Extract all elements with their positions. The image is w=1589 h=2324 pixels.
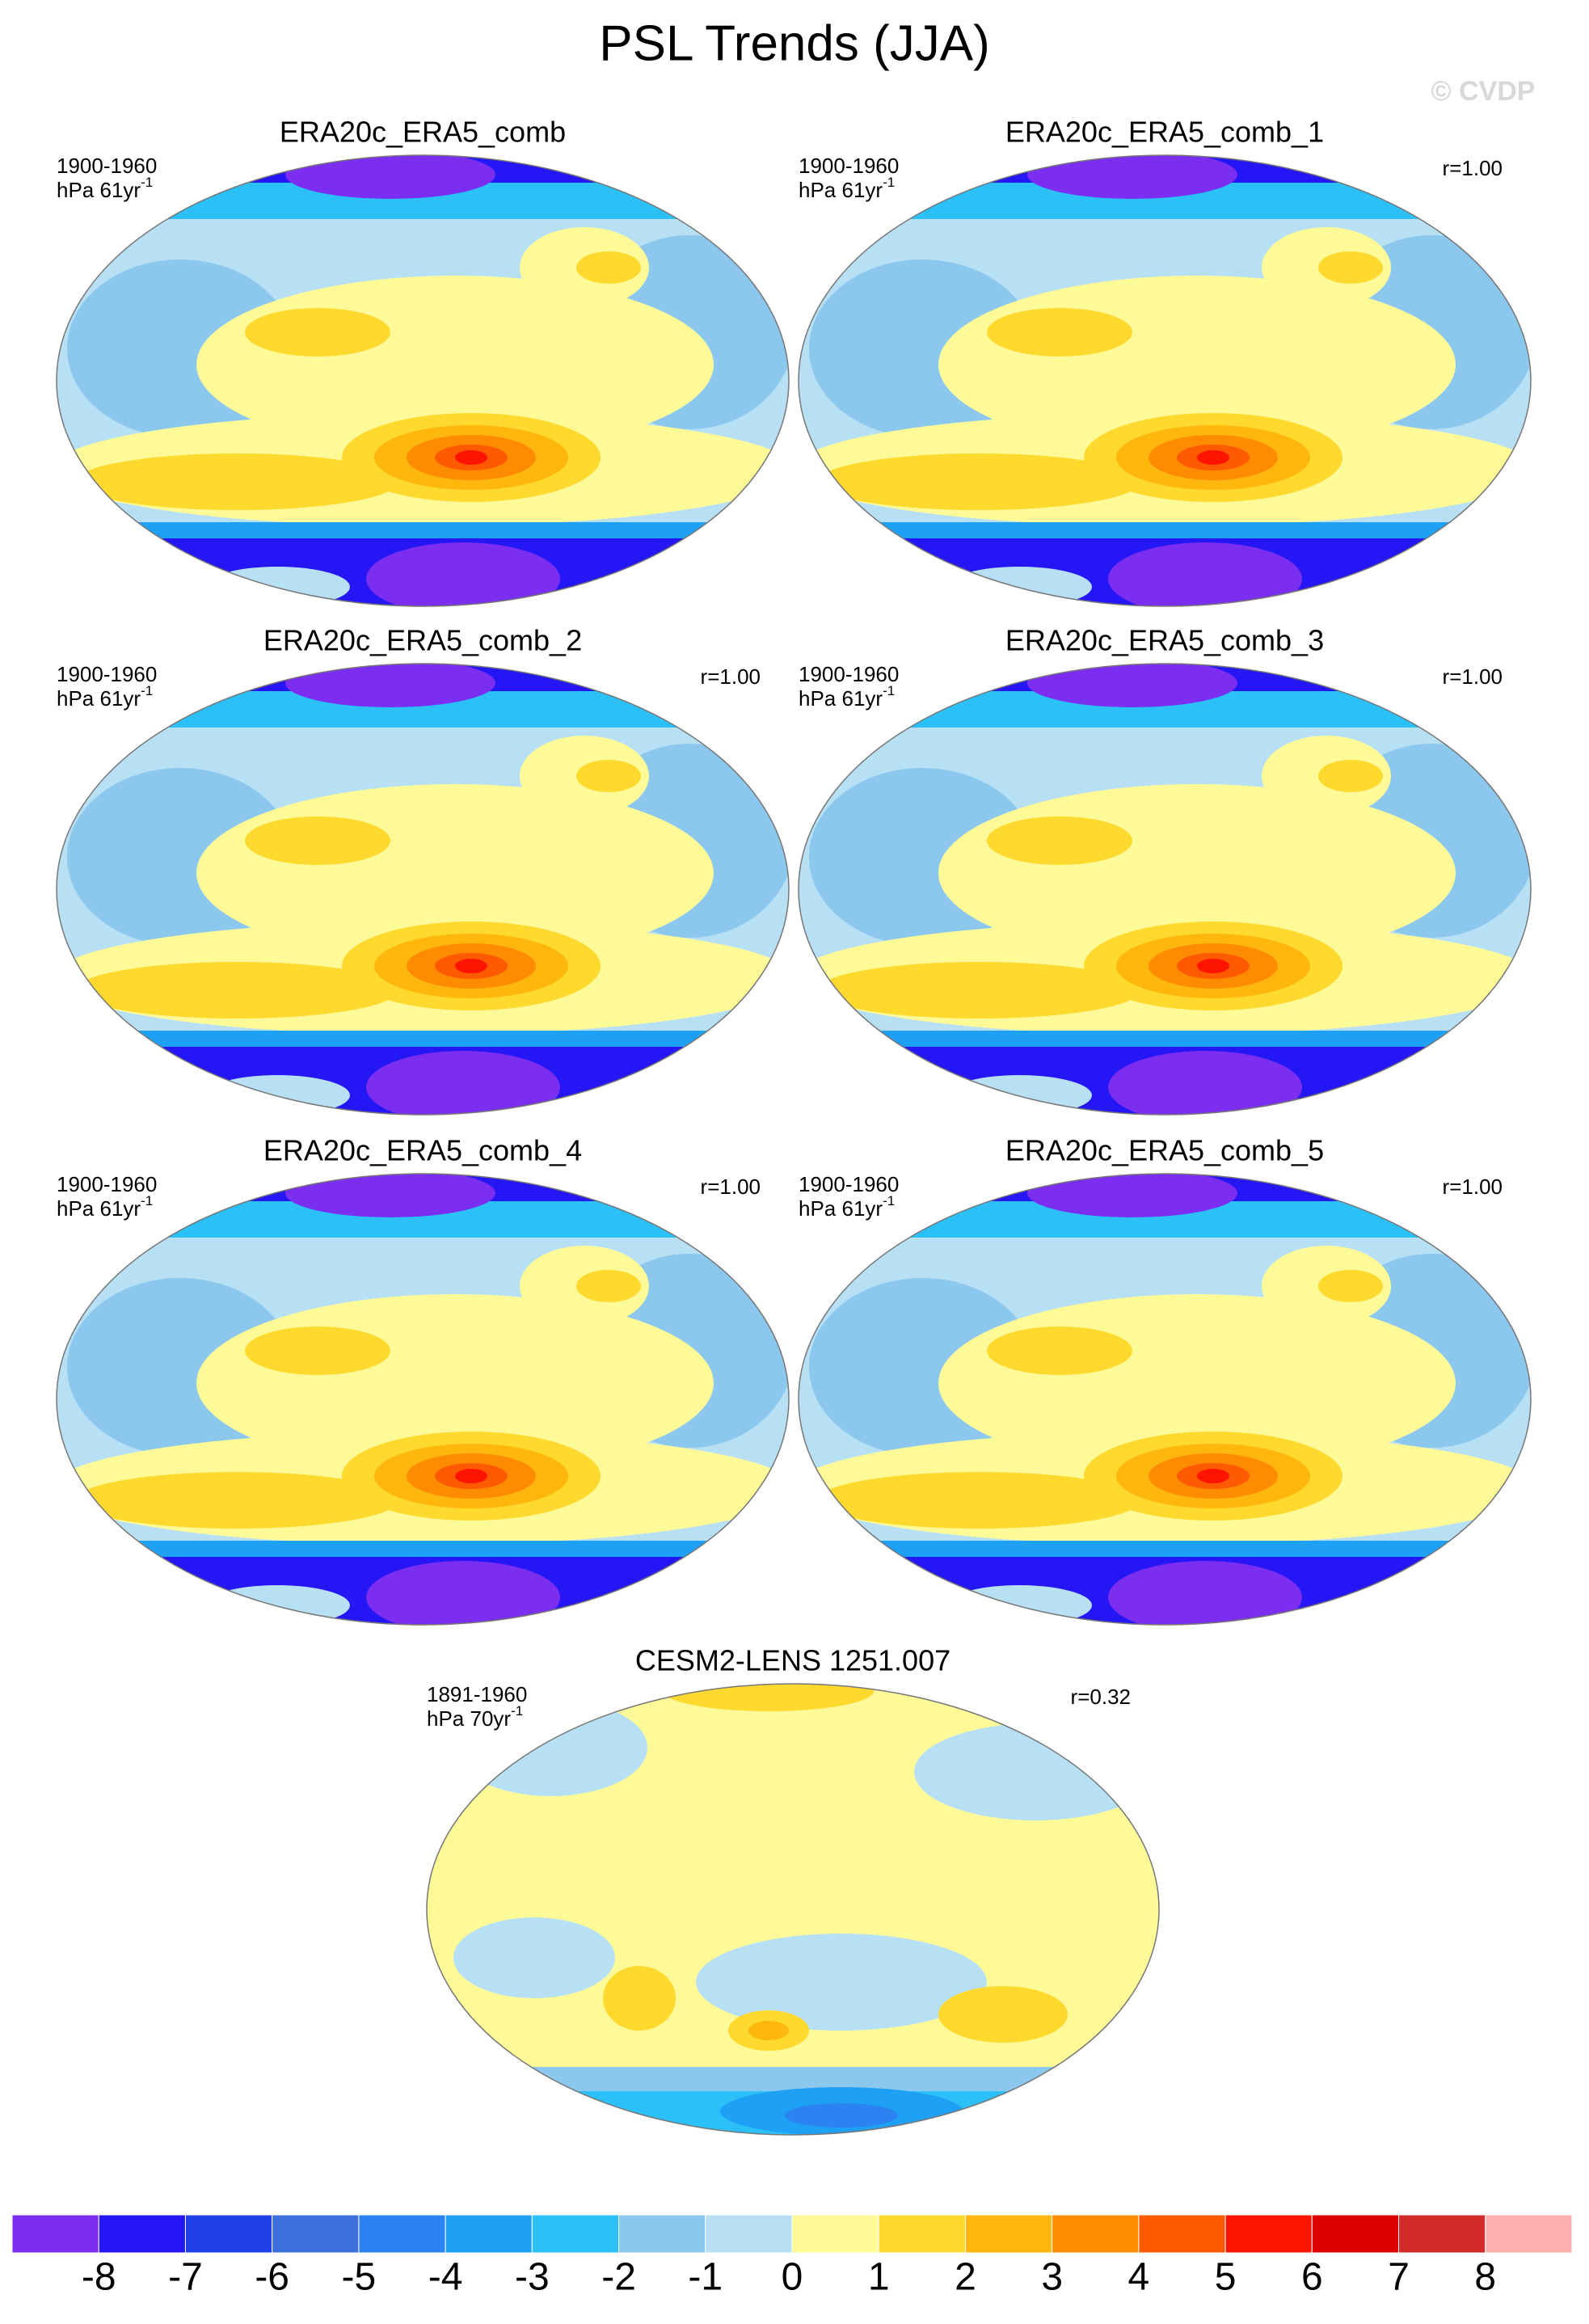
units-text: hPa 61yr [799,178,883,202]
correlation: r=1.00 [1443,1175,1503,1199]
units-exponent: -1 [883,1193,895,1208]
units-exponent: -1 [883,683,895,698]
correlation: r=0.32 [1071,1685,1131,1709]
period: 1900-1960 [57,662,157,686]
colorbar-label: -4 [428,2256,463,2299]
period: 1900-1960 [57,154,157,178]
map-outline [56,154,790,607]
map [51,1165,794,1638]
colorbar-box [705,2214,793,2254]
colorbar-label: 1 [868,2256,890,2299]
map [793,146,1536,619]
units: hPa 61yr-1 [57,175,153,201]
units-exponent: -1 [141,175,153,190]
colorbar-box [878,2214,966,2254]
units: hPa 61yr-1 [799,175,895,201]
units: hPa 61yr-1 [799,683,895,710]
colorbar-label: -8 [82,2256,116,2299]
map-outline [426,1683,1160,2136]
panel-title: ERA20c_ERA5_comb_2 [263,624,582,657]
colorbar-box [1398,2214,1486,2254]
panel-title: ERA20c_ERA5_comb_1 [1005,116,1324,149]
colorbar-box [791,2214,879,2254]
units-text: hPa 61yr [799,686,883,711]
map-outline [56,1173,790,1626]
units-exponent: -1 [511,1703,523,1719]
units-text: hPa 61yr [799,1196,883,1221]
period: 1900-1960 [799,154,899,178]
colorbar-label: -1 [688,2256,723,2299]
colorbar-box [445,2214,533,2254]
units-text: hPa 61yr [57,1196,141,1221]
panel-title: CESM2-LENS 1251.007 [635,1644,950,1677]
map-outline [798,1173,1532,1626]
map [51,146,794,619]
units: hPa 61yr-1 [57,683,153,710]
correlation: r=1.00 [1443,664,1503,689]
colorbar-label: -3 [515,2256,550,2299]
colorbar-box [1485,2214,1573,2254]
colorbar-box [184,2214,273,2254]
panel-title: ERA20c_ERA5_comb_4 [263,1134,582,1167]
panel-title: ERA20c_ERA5_comb [280,116,566,149]
colorbar-box [531,2214,620,2254]
map [793,655,1536,1128]
period: 1891-1960 [427,1682,527,1706]
units-exponent: -1 [883,175,895,190]
colorbar-box [358,2214,446,2254]
colorbar-box [1052,2214,1140,2254]
map-outline [798,663,1532,1116]
correlation: r=1.00 [1443,156,1503,180]
watermark: © CVDP [1431,76,1536,107]
units: hPa 70yr-1 [427,1703,523,1730]
colorbar-label: -7 [168,2256,203,2299]
colorbar-box [1311,2214,1400,2254]
correlation: r=1.00 [701,664,761,689]
units-exponent: -1 [141,683,153,698]
colorbar-box [1138,2214,1226,2254]
correlation: r=1.00 [701,1175,761,1199]
colorbar-label: 7 [1388,2256,1410,2299]
colorbar-label: 5 [1215,2256,1237,2299]
units-exponent: -1 [141,1193,153,1208]
units-text: hPa 61yr [57,178,141,202]
colorbar-box [964,2214,1053,2254]
units-text: hPa 70yr [427,1706,511,1731]
colorbar-box [272,2214,360,2254]
map [421,1671,1165,2148]
period: 1900-1960 [799,662,899,686]
colorbar-label: -2 [601,2256,636,2299]
map [793,1165,1536,1638]
colorbar-label: -6 [255,2256,289,2299]
period: 1900-1960 [57,1172,157,1196]
panel-title: ERA20c_ERA5_comb_3 [1005,624,1324,657]
colorbar-box [618,2214,706,2254]
map [51,655,794,1128]
panel-title: ERA20c_ERA5_comb_5 [1005,1134,1324,1167]
colorbar-box [11,2214,99,2254]
colorbar-label: 4 [1128,2256,1150,2299]
colorbar-label: 3 [1041,2256,1063,2299]
colorbar-box [1224,2214,1313,2254]
colorbar-label: 8 [1474,2256,1496,2299]
units: hPa 61yr-1 [799,1193,895,1220]
units-text: hPa 61yr [57,686,141,711]
period: 1900-1960 [799,1172,899,1196]
colorbar-label: 0 [782,2256,803,2299]
map-outline [56,663,790,1116]
map-outline [798,154,1532,607]
colorbar-label: 2 [955,2256,976,2299]
colorbar-label: 6 [1301,2256,1323,2299]
colorbar-label: -5 [342,2256,377,2299]
figure-title: PSL Trends (JJA) [599,15,990,71]
units: hPa 61yr-1 [57,1193,153,1220]
colorbar-box [98,2214,186,2254]
